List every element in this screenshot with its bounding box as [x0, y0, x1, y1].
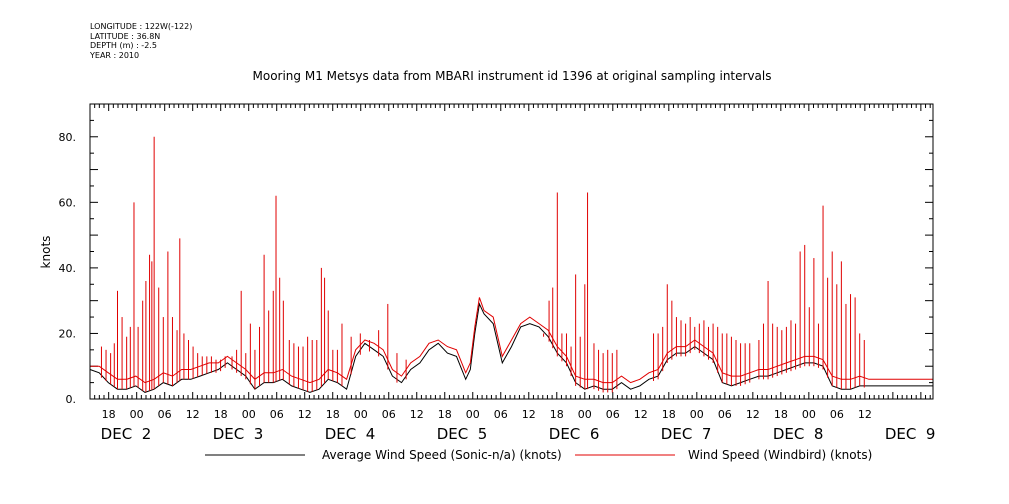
- x-hour-label: 00: [578, 408, 592, 421]
- legend-avg-label: Average Wind Speed (Sonic-n/a) (knots): [322, 448, 562, 462]
- y-axis-label: knots: [39, 236, 53, 269]
- x-hour-label: 18: [326, 408, 340, 421]
- metadata-block: LONGITUDE : 122W(-122) LATITUDE : 36.8N …: [90, 22, 192, 60]
- x-hour-label: 18: [438, 408, 452, 421]
- y-tick-label: 20.: [59, 327, 77, 340]
- x-hour-label: 00: [802, 408, 816, 421]
- depth-text: DEPTH (m) : -2.5: [90, 41, 157, 50]
- x-day-label: DEC 8: [773, 425, 824, 443]
- x-hour-label: 12: [522, 408, 536, 421]
- x-hour-label: 18: [214, 408, 228, 421]
- x-hour-label: 18: [102, 408, 116, 421]
- x-day-label: DEC 9: [885, 425, 936, 443]
- series-average-wind-line: [89, 302, 933, 393]
- x-hour-label: 06: [158, 408, 172, 421]
- y-tick-label: 40.: [59, 262, 77, 275]
- x-hour-label: 12: [186, 408, 200, 421]
- x-day-label: DEC 5: [437, 425, 488, 443]
- x-hour-label: 12: [634, 408, 648, 421]
- latitude-text: LATITUDE : 36.8N: [90, 31, 161, 41]
- x-day-label: DEC 6: [549, 425, 600, 443]
- legend-windbird-label: Wind Speed (Windbird) (knots): [688, 448, 872, 462]
- x-day-label: DEC 4: [325, 425, 376, 443]
- x-hour-label: 18: [774, 408, 788, 421]
- x-hour-label: 12: [410, 408, 424, 421]
- series-group: [89, 136, 933, 393]
- axis-labels: 0. 20. 40. 60. 80. 18 00 06 12 18 00 06 12 18 00 06 12 18…: [59, 131, 936, 443]
- x-day-label: DEC 7: [661, 425, 712, 443]
- x-hour-label: 00: [130, 408, 144, 421]
- x-hour-label: 06: [494, 408, 508, 421]
- x-day-label: DEC 3: [213, 425, 264, 443]
- longitude-text: LONGITUDE : 122W(-122): [90, 22, 193, 31]
- x-hour-label: 00: [466, 408, 480, 421]
- x-hour-label: 18: [662, 408, 676, 421]
- axis-ticks: [89, 103, 933, 400]
- x-hour-label: 06: [270, 408, 284, 421]
- x-hour-label: 12: [746, 408, 760, 421]
- x-hour-label: 12: [298, 408, 312, 421]
- x-hour-label: 06: [830, 408, 844, 421]
- x-hour-label: 00: [242, 408, 256, 421]
- x-hour-label: 18: [550, 408, 564, 421]
- x-hour-label: 00: [354, 408, 368, 421]
- x-day-label: DEC 2: [101, 425, 152, 443]
- series-windbird-line: [90, 297, 933, 384]
- x-hour-label: 06: [382, 408, 396, 421]
- x-hour-label: 12: [858, 408, 872, 421]
- y-tick-label: 80.: [59, 131, 77, 144]
- chart-title: Mooring M1 Metsys data from MBARI instru…: [253, 69, 772, 83]
- x-hour-label: 06: [718, 408, 732, 421]
- y-tick-label: 0.: [66, 393, 77, 406]
- y-tick-label: 60.: [59, 196, 77, 209]
- x-hour-label: 06: [606, 408, 620, 421]
- year-text: YEAR : 2010: [90, 50, 140, 60]
- x-hour-label: 00: [690, 408, 704, 421]
- plot-frame: [89, 103, 934, 400]
